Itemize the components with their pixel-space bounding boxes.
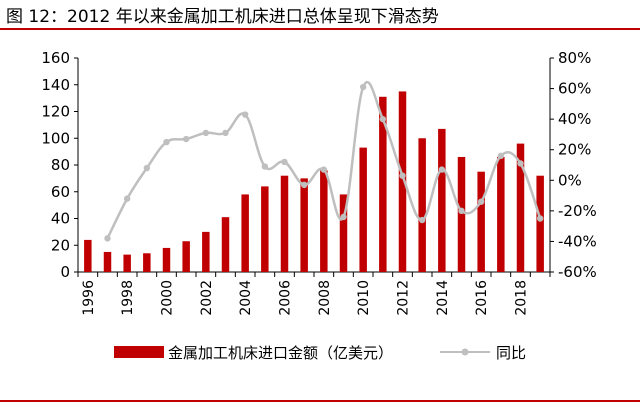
line-series xyxy=(104,80,544,242)
right-tick-label: 80% xyxy=(558,49,591,67)
yoy-point xyxy=(261,163,269,170)
left-tick-label: 100 xyxy=(41,129,70,147)
bar xyxy=(143,253,151,272)
bar xyxy=(123,254,131,272)
bar xyxy=(339,194,348,272)
x-tick-label: 2004 xyxy=(238,280,254,316)
yoy-point xyxy=(123,195,131,202)
bar xyxy=(457,156,466,272)
yoy-point xyxy=(182,135,190,143)
x-tick-label: 2010 xyxy=(356,280,372,316)
x-tick-label: 2002 xyxy=(199,280,215,316)
left-tick-label: 120 xyxy=(41,103,70,121)
bar xyxy=(300,178,308,272)
bar xyxy=(241,194,249,272)
yoy-point xyxy=(379,115,387,123)
yoy-point xyxy=(477,198,485,205)
bar xyxy=(516,143,525,272)
yoy-point xyxy=(517,160,524,167)
bar xyxy=(84,239,92,272)
yoy-point xyxy=(320,166,328,173)
bar xyxy=(497,156,505,272)
x-tick-label: 2006 xyxy=(278,280,294,316)
left-tick-label: 160 xyxy=(41,49,70,67)
bar xyxy=(162,247,171,272)
left-tick-label: 20 xyxy=(51,236,70,254)
bar xyxy=(438,128,446,272)
left-tick-label: 40 xyxy=(51,210,70,228)
bar-series xyxy=(84,91,544,272)
yoy-point xyxy=(438,166,446,173)
bar xyxy=(536,175,544,272)
chart-axes xyxy=(74,57,554,277)
x-tick-label: 2012 xyxy=(396,280,412,316)
yoy-point xyxy=(458,207,465,215)
right-tick-label: 0% xyxy=(558,171,582,189)
yoy-point xyxy=(359,83,367,91)
left-tick-label: 60 xyxy=(51,183,70,201)
yoy-point xyxy=(300,181,308,189)
x-tick-label: 2000 xyxy=(160,280,176,316)
x-tick-label: 1996 xyxy=(81,280,97,316)
right-tick-label: -60% xyxy=(558,263,597,281)
bar xyxy=(398,91,407,272)
bar xyxy=(261,186,269,272)
x-tick-label: 1998 xyxy=(120,280,136,316)
x-tick-label: 2008 xyxy=(317,280,333,316)
yoy-point xyxy=(418,216,426,224)
legend-line-label: 同比 xyxy=(496,344,526,362)
bar xyxy=(359,147,367,272)
bar xyxy=(103,251,112,272)
yoy-point xyxy=(399,172,406,179)
right-tick-label: 40% xyxy=(558,110,591,128)
bar xyxy=(280,175,289,272)
yoy-point xyxy=(202,129,210,137)
bar xyxy=(418,138,426,272)
right-tick-label: 20% xyxy=(558,141,591,159)
right-tick-label: -40% xyxy=(558,232,597,250)
legend: 金属加工机床进口金额（亿美元） 同比 xyxy=(114,344,526,362)
bar xyxy=(182,241,190,272)
legend-bar-swatch xyxy=(114,346,164,358)
bar xyxy=(221,217,230,272)
right-tick-label: -20% xyxy=(558,202,597,220)
x-tick-label: 2018 xyxy=(514,280,530,316)
yoy-point xyxy=(281,158,288,166)
left-tick-label: 80 xyxy=(51,156,70,174)
bar xyxy=(379,96,387,272)
left-tick-label: 0 xyxy=(60,263,70,281)
title-rule xyxy=(0,28,640,30)
tick-labels: 0 20 40 60 80 100 120 140 160 -60% -40% -20% 0% 20% 40… xyxy=(41,49,596,316)
bar xyxy=(320,170,328,272)
yoy-point xyxy=(241,111,249,118)
legend-line-marker xyxy=(461,348,469,356)
yoy-point xyxy=(340,213,347,221)
right-tick-label: 60% xyxy=(558,80,591,98)
bottom-rule xyxy=(0,400,640,402)
bar xyxy=(477,171,485,272)
x-tick-label: 2016 xyxy=(474,280,490,316)
yoy-point xyxy=(143,164,151,172)
yoy-point xyxy=(497,152,505,160)
yoy-point xyxy=(536,215,544,222)
yoy-point xyxy=(163,138,170,146)
figure-title: 图 12：2012 年以来金属加工机床进口总体呈现下滑态势 xyxy=(6,7,439,27)
yoy-point xyxy=(104,235,111,242)
x-tick-label: 2014 xyxy=(435,280,451,316)
left-tick-label: 140 xyxy=(41,76,70,94)
bar xyxy=(202,231,210,272)
legend-bar-label: 金属加工机床进口金额（亿美元） xyxy=(168,344,393,362)
yoy-point xyxy=(222,129,229,137)
